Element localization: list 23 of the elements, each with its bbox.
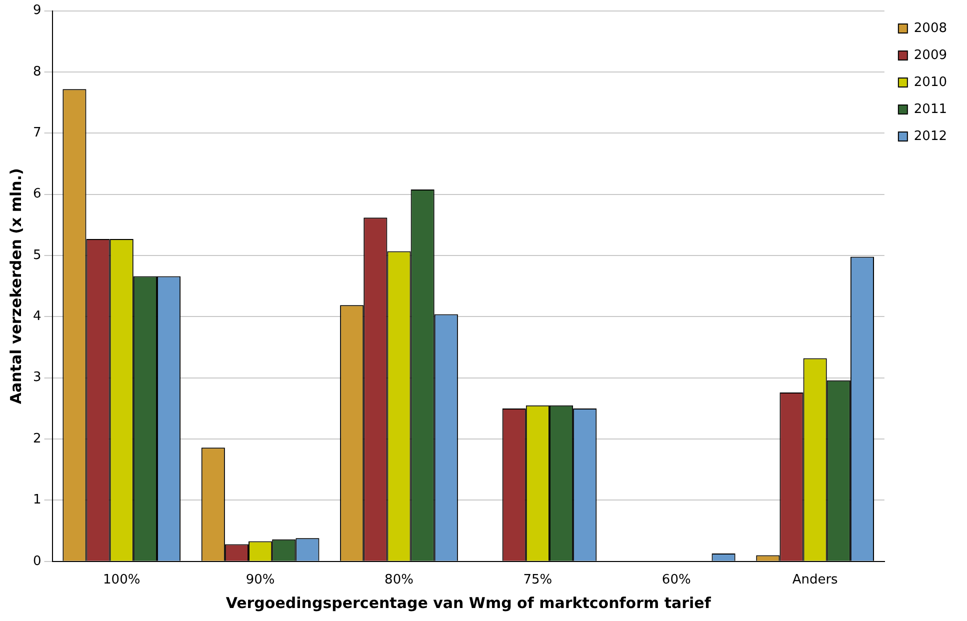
- legend-label: 2010: [914, 74, 948, 90]
- y-tick-label: 8: [32, 64, 42, 80]
- y-tick-label: 5: [32, 248, 42, 263]
- legend-label: 2009: [914, 48, 948, 63]
- x-tick-label: 80%: [384, 572, 414, 588]
- legend-label: 2008: [914, 20, 948, 36]
- legend-label: 2011: [914, 102, 948, 117]
- y-tick-label: 3: [32, 370, 42, 386]
- x-tick-label: 60%: [662, 572, 691, 588]
- y-tick-label: 9: [32, 3, 42, 18]
- y-tick-label: 7: [32, 126, 42, 141]
- y-tick-label: 1: [32, 492, 42, 508]
- x-tick-label: 100%: [103, 572, 140, 588]
- legend-label: 2012: [914, 128, 948, 144]
- x-tick-label: Anders: [792, 572, 838, 588]
- y-tick-label: 4: [32, 309, 42, 324]
- y-tick-label: 6: [32, 186, 42, 202]
- y-tick-label: 0: [32, 554, 42, 569]
- x-axis-title: Vergoedingspercentage van Wmg of marktconform tarief: [226, 594, 712, 612]
- y-tick-label: 2: [32, 431, 42, 446]
- x-tick-label: 75%: [523, 572, 552, 588]
- y-axis-title: Aantal verzekerden (x mln.): [6, 168, 25, 404]
- x-tick-label: 90%: [246, 572, 275, 588]
